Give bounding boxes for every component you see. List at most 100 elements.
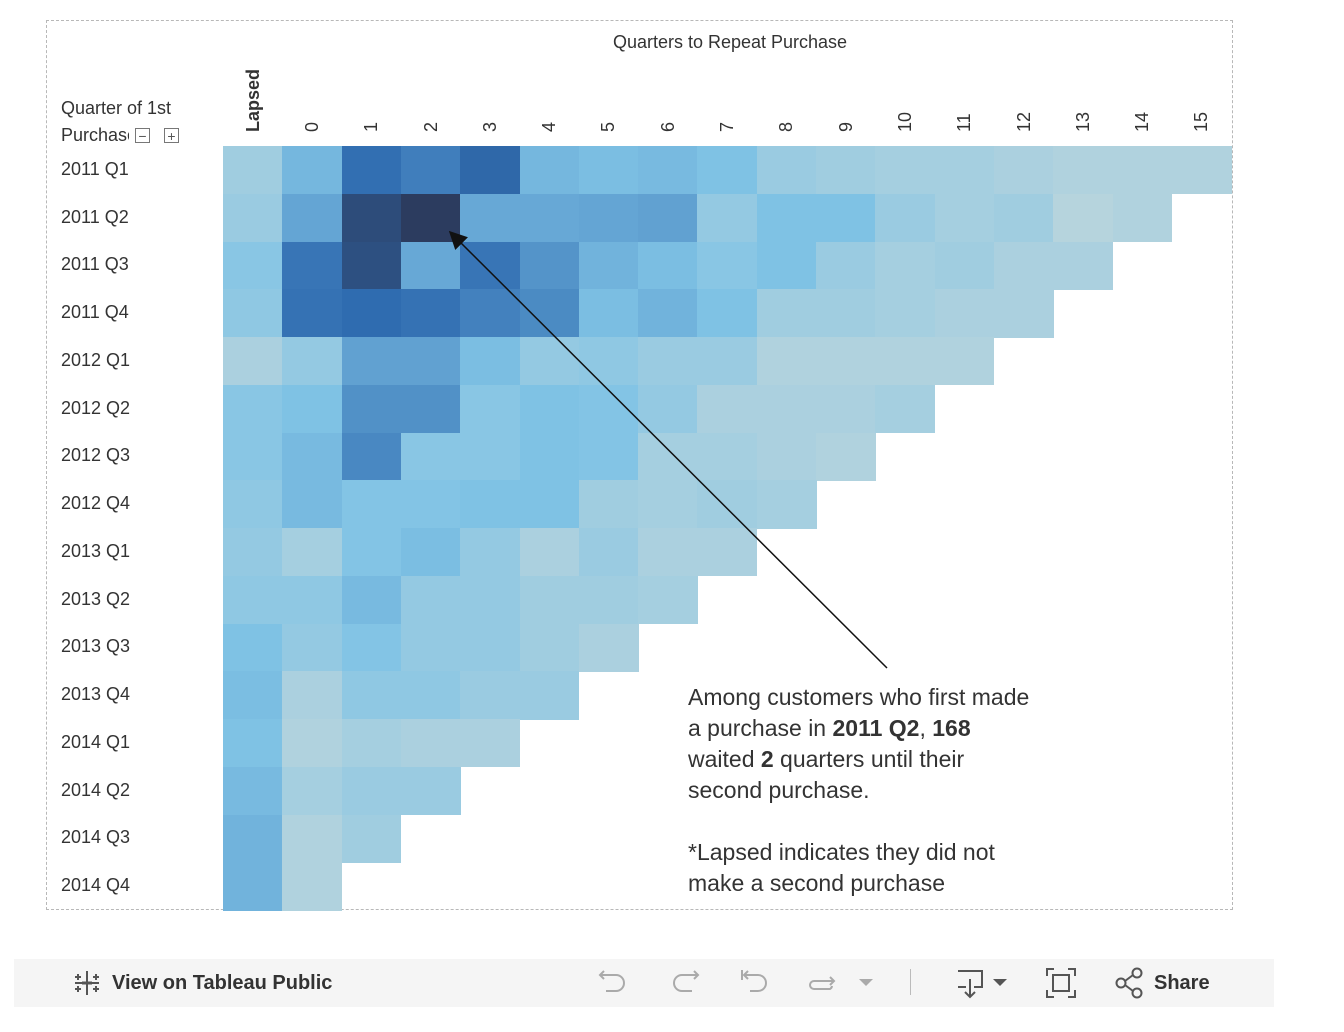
- heatmap-cell[interactable]: [341, 671, 402, 720]
- heatmap-cell[interactable]: [282, 337, 343, 386]
- heatmap-cell[interactable]: [341, 575, 402, 625]
- heatmap-cell[interactable]: [638, 337, 698, 386]
- heatmap-cell[interactable]: [578, 193, 639, 243]
- heatmap-cell[interactable]: [519, 432, 580, 481]
- heatmap-cell[interactable]: [223, 528, 283, 577]
- heatmap-cell[interactable]: [578, 623, 639, 672]
- heatmap-cell[interactable]: [460, 384, 521, 434]
- heatmap-cell[interactable]: [993, 146, 1054, 195]
- heatmap-cell[interactable]: [282, 719, 343, 768]
- heatmap-cell[interactable]: [697, 432, 758, 481]
- heatmap-cell[interactable]: [697, 384, 758, 434]
- heatmap-cell[interactable]: [519, 289, 580, 338]
- heatmap-cell[interactable]: [638, 241, 698, 290]
- heatmap-cell[interactable]: [400, 432, 461, 481]
- heatmap-cell[interactable]: [460, 719, 521, 768]
- heatmap-cell[interactable]: [400, 719, 461, 768]
- heatmap-cell[interactable]: [282, 193, 343, 243]
- heatmap-cell[interactable]: [1112, 193, 1173, 243]
- heatmap-cell[interactable]: [697, 146, 758, 195]
- heatmap-cell[interactable]: [697, 337, 758, 386]
- heatmap-cell[interactable]: [1171, 146, 1232, 195]
- heatmap-cell[interactable]: [223, 289, 283, 338]
- heatmap-cell[interactable]: [816, 241, 876, 290]
- heatmap-cell[interactable]: [223, 241, 283, 290]
- heatmap-cell[interactable]: [223, 623, 283, 672]
- heatmap-cell[interactable]: [519, 193, 580, 243]
- heatmap-cell[interactable]: [578, 480, 639, 529]
- heatmap-cell[interactable]: [1112, 146, 1173, 195]
- heatmap-cell[interactable]: [816, 432, 876, 481]
- heatmap-cell[interactable]: [223, 337, 283, 386]
- heatmap-cell[interactable]: [756, 241, 817, 290]
- heatmap-cell[interactable]: [519, 575, 580, 625]
- heatmap-cell[interactable]: [460, 432, 521, 481]
- heatmap-cell[interactable]: [400, 528, 461, 577]
- heatmap-cell[interactable]: [460, 289, 521, 338]
- refresh-menu-chevron-icon[interactable]: [858, 977, 874, 989]
- heatmap-cell[interactable]: [993, 289, 1054, 338]
- heatmap-cell[interactable]: [400, 146, 461, 195]
- heatmap-cell[interactable]: [460, 480, 521, 529]
- heatmap-cell[interactable]: [341, 384, 402, 434]
- heatmap-cell[interactable]: [282, 432, 343, 481]
- heatmap-cell[interactable]: [223, 193, 283, 243]
- heatmap-cell[interactable]: [223, 480, 283, 529]
- heatmap-cell[interactable]: [578, 384, 639, 434]
- heatmap-cell[interactable]: [875, 337, 936, 386]
- heatmap-cell[interactable]: [578, 575, 639, 625]
- download-icon[interactable]: [954, 967, 988, 1001]
- heatmap-cell[interactable]: [697, 528, 758, 577]
- heatmap-cell[interactable]: [460, 671, 521, 720]
- heatmap-cell[interactable]: [756, 193, 817, 243]
- collapse-button[interactable]: −: [135, 128, 150, 143]
- heatmap-cell[interactable]: [341, 146, 402, 195]
- heatmap-cell[interactable]: [223, 432, 283, 481]
- heatmap-cell[interactable]: [875, 193, 936, 243]
- heatmap-cell[interactable]: [875, 289, 936, 338]
- heatmap-cell[interactable]: [756, 146, 817, 195]
- heatmap-cell[interactable]: [341, 193, 402, 243]
- heatmap-cell[interactable]: [223, 814, 283, 863]
- heatmap-cell[interactable]: [341, 528, 402, 577]
- heatmap-cell[interactable]: [400, 671, 461, 720]
- heatmap-cell[interactable]: [756, 289, 817, 338]
- heatmap-cell[interactable]: [934, 241, 995, 290]
- heatmap-cell[interactable]: [638, 575, 698, 625]
- heatmap-cell[interactable]: [578, 289, 639, 338]
- heatmap-cell[interactable]: [282, 575, 343, 625]
- heatmap-cell[interactable]: [638, 193, 698, 243]
- heatmap-cell[interactable]: [697, 193, 758, 243]
- revert-icon[interactable]: [738, 967, 772, 1001]
- heatmap-cell[interactable]: [578, 241, 639, 290]
- heatmap-cell[interactable]: [282, 289, 343, 338]
- heatmap-cell[interactable]: [223, 719, 283, 768]
- heatmap-cell[interactable]: [460, 528, 521, 577]
- heatmap-cell[interactable]: [282, 814, 343, 863]
- heatmap-cell[interactable]: [400, 289, 461, 338]
- heatmap-cell[interactable]: [519, 528, 580, 577]
- heatmap-cell[interactable]: [578, 528, 639, 577]
- heatmap-cell[interactable]: [460, 575, 521, 625]
- heatmap-cell[interactable]: [816, 193, 876, 243]
- heatmap-cell[interactable]: [578, 432, 639, 481]
- heatmap-cell[interactable]: [993, 193, 1054, 243]
- heatmap-cell[interactable]: [756, 337, 817, 386]
- heatmap-cell[interactable]: [638, 289, 698, 338]
- expand-button[interactable]: +: [164, 128, 179, 143]
- heatmap-cell[interactable]: [934, 146, 995, 195]
- heatmap-cell[interactable]: [697, 241, 758, 290]
- heatmap-cell[interactable]: [341, 241, 402, 290]
- heatmap-cell[interactable]: [223, 862, 283, 911]
- heatmap-cell[interactable]: [519, 384, 580, 434]
- heatmap-cell[interactable]: [756, 432, 817, 481]
- heatmap-cell[interactable]: [282, 623, 343, 672]
- fullscreen-icon[interactable]: [1044, 966, 1078, 1000]
- view-on-tableau-public-link[interactable]: View on Tableau Public: [72, 968, 332, 998]
- heatmap-cell[interactable]: [282, 480, 343, 529]
- heatmap-cell[interactable]: [1053, 241, 1114, 290]
- heatmap-cell[interactable]: [400, 623, 461, 672]
- heatmap-cell[interactable]: [400, 337, 461, 386]
- heatmap-cell[interactable]: [697, 289, 758, 338]
- heatmap-cell[interactable]: [341, 814, 402, 863]
